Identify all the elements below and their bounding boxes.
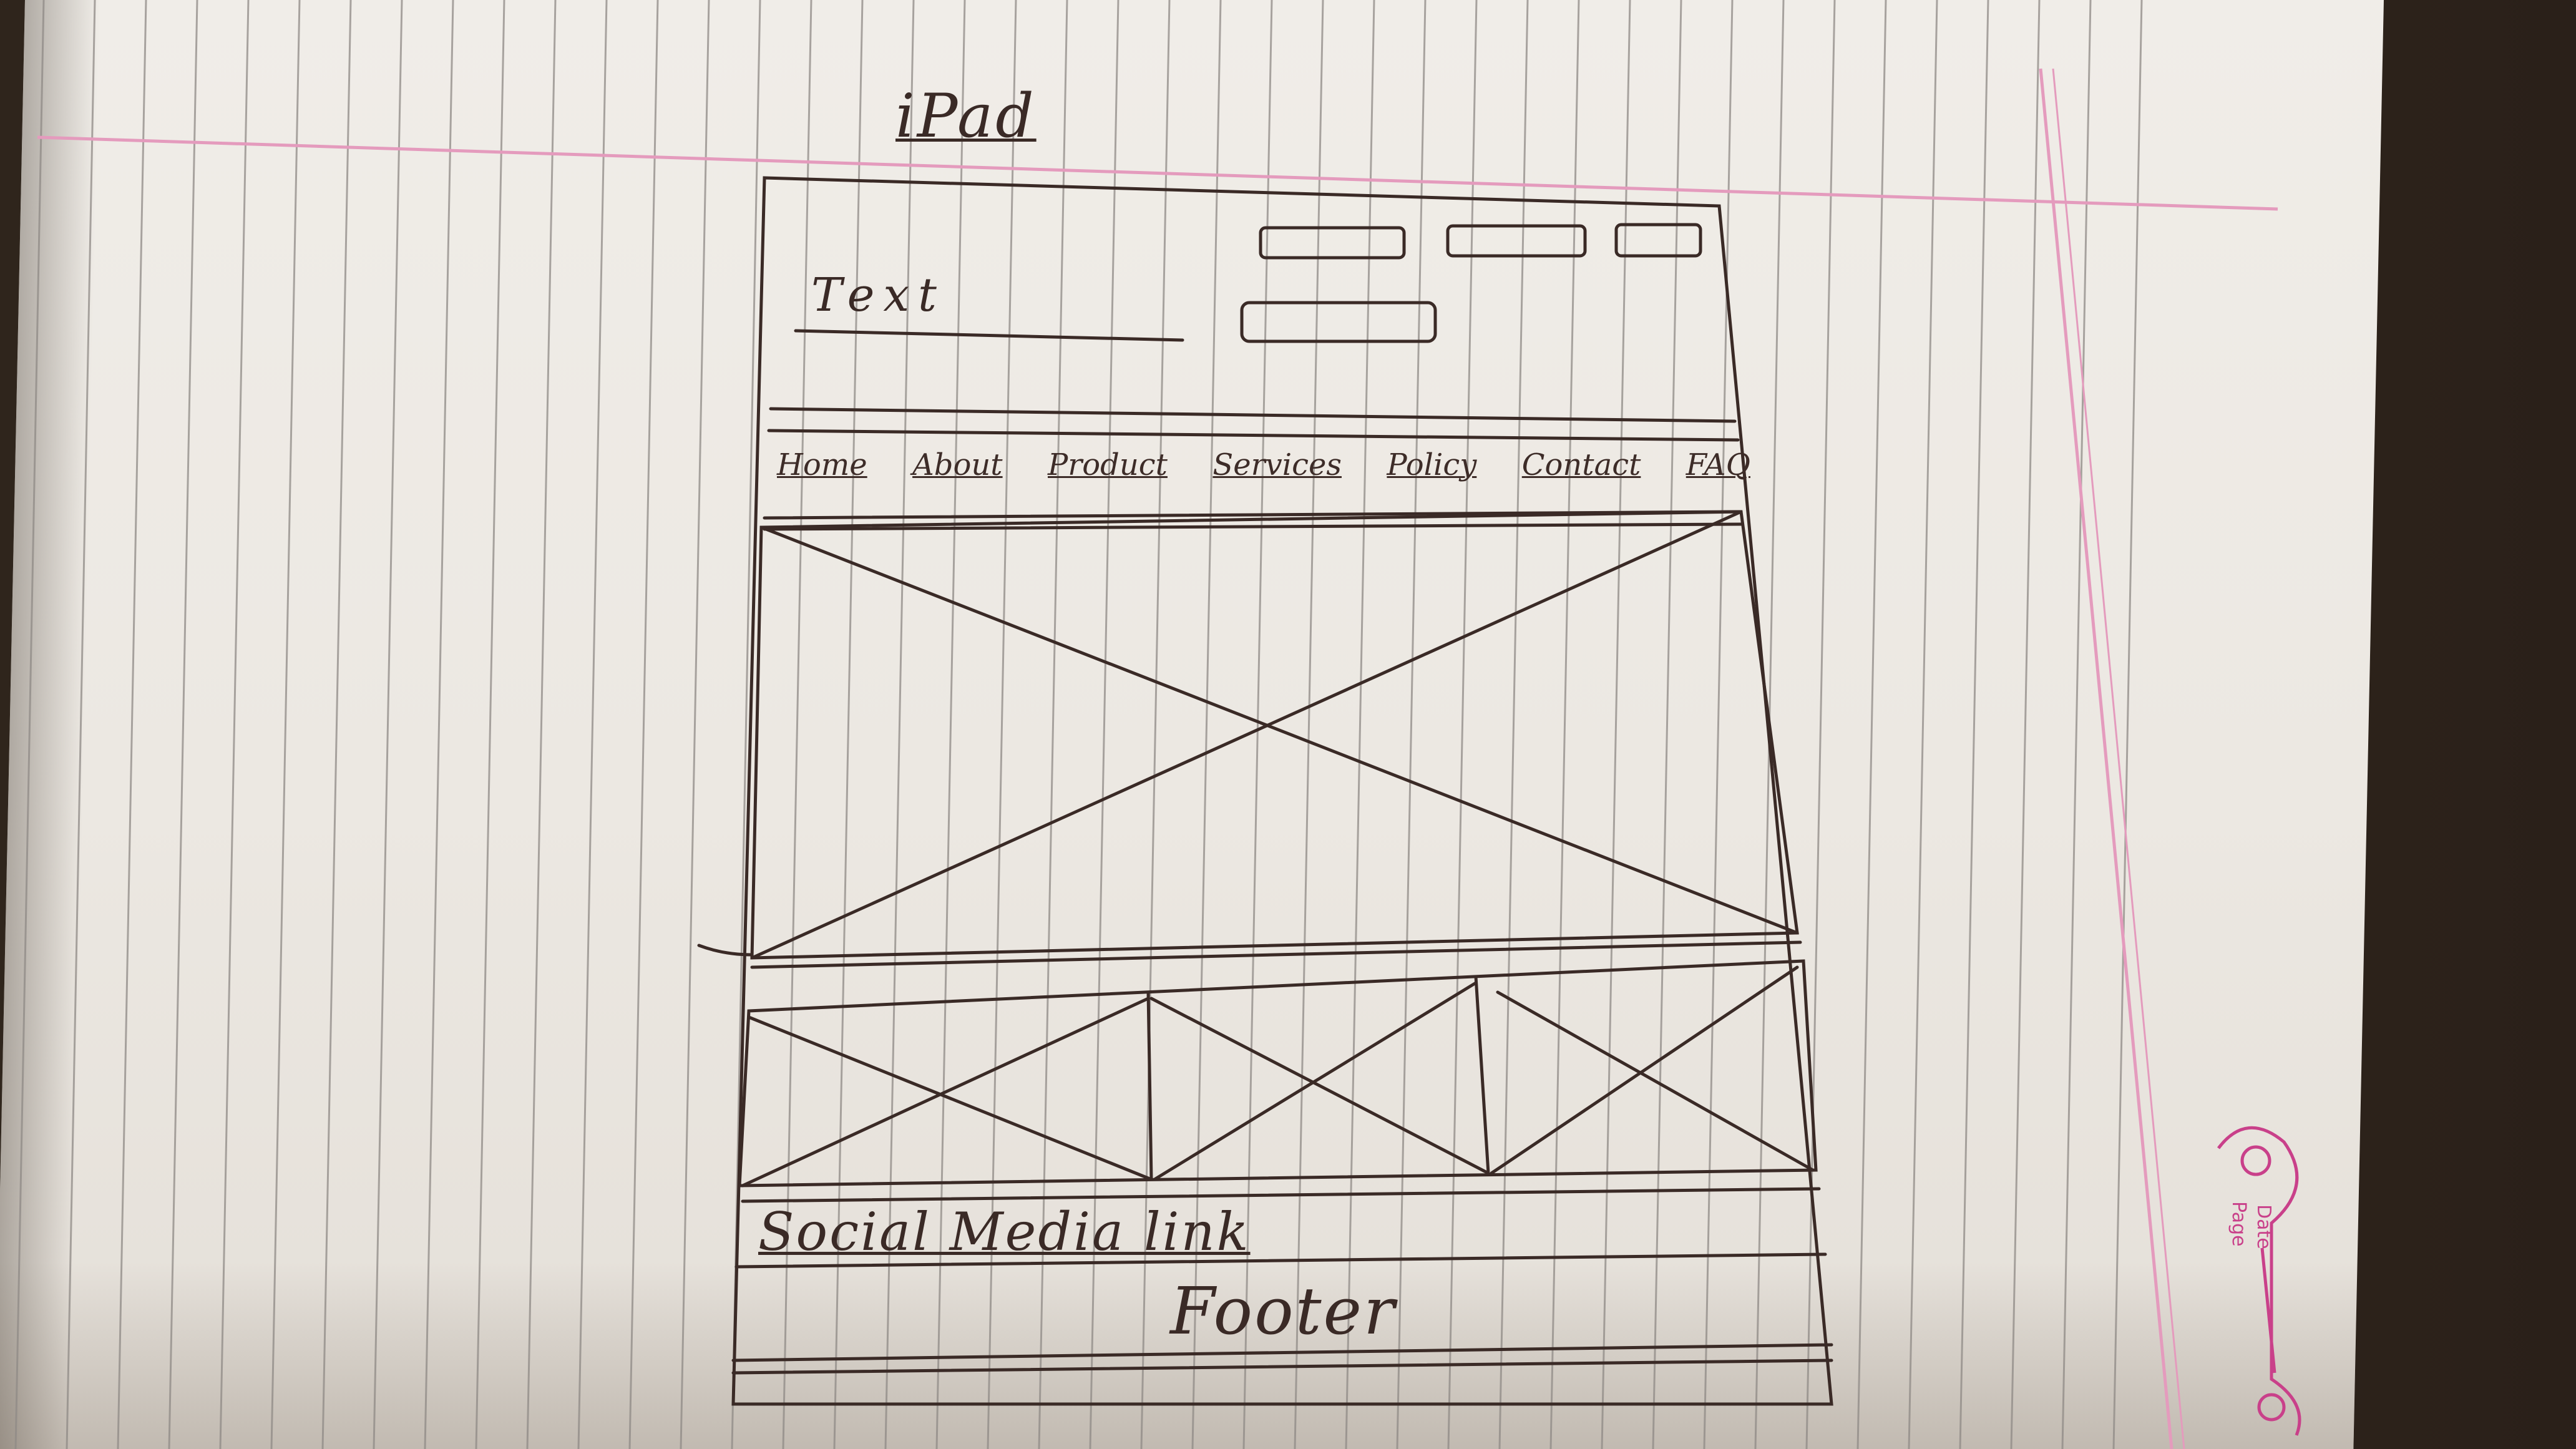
ruled-line (782, 0, 812, 1449)
ruled-line (475, 0, 505, 1449)
top-input-box-2 (1446, 224, 1587, 258)
ruled-line (987, 0, 1017, 1449)
nav-item-policy[interactable]: Policy (1387, 447, 1477, 482)
right-margin-line-2 (2052, 68, 2185, 1449)
ruled-line (66, 0, 96, 1449)
stamp-date-label: Date (2253, 1204, 2275, 1249)
date-page-stamp (2217, 1126, 2301, 1436)
ruled-line (373, 0, 403, 1449)
top-input-box-1 (1259, 226, 1406, 260)
ruled-line (117, 0, 147, 1449)
ruled-line (424, 0, 454, 1449)
ruled-line (321, 0, 352, 1449)
ruled-line (14, 0, 45, 1449)
ruled-line (2061, 0, 2092, 1449)
frame-outline (731, 176, 1833, 1406)
ruled-line (1498, 0, 1529, 1449)
nav-bar: Home About Product Services Policy Conta… (777, 437, 1750, 493)
ruled-line (1345, 0, 1375, 1449)
card-2-cross-a (1149, 997, 1490, 1175)
ruled-line (2112, 0, 2143, 1449)
card-2-cross-b (1153, 981, 1478, 1181)
ruled-line (1805, 0, 1836, 1449)
social-row-top (741, 1187, 1821, 1203)
footer-row-bottom-2 (731, 1359, 1833, 1375)
hero-bottom-border (750, 940, 1802, 969)
page-heading: iPad (895, 81, 1037, 151)
ruled-line (1038, 0, 1068, 1449)
nav-item-faq[interactable]: FAQ (1686, 447, 1750, 482)
ruled-line (884, 0, 915, 1449)
nav-item-services[interactable]: Services (1212, 447, 1342, 482)
top-margin-line (37, 135, 2278, 211)
ruled-line (526, 0, 557, 1449)
ruled-line (1601, 0, 1631, 1449)
ruled-line (1294, 0, 1324, 1449)
right-margin-line (2039, 68, 2174, 1449)
ruled-line (1549, 0, 1580, 1449)
card-divider-1 (1146, 990, 1153, 1181)
cards-row (738, 959, 1818, 1188)
card-1-cross-a (747, 1015, 1153, 1181)
nav-item-home[interactable]: Home (777, 447, 867, 482)
search-box (1240, 301, 1437, 343)
ruled-line (1959, 0, 1989, 1449)
card-3-cross-a (1496, 990, 1815, 1172)
ruled-line (628, 0, 659, 1449)
ruled-line (1396, 0, 1427, 1449)
ruled-line (219, 0, 250, 1449)
ruled-line (2010, 0, 2041, 1449)
footer-label: Footer (1170, 1273, 1397, 1349)
ruled-line (1703, 0, 1734, 1449)
ruled-line (1140, 0, 1171, 1449)
social-row-bottom (734, 1252, 1827, 1269)
ruled-line (731, 0, 761, 1449)
ruled-line (270, 0, 301, 1449)
ruled-line (1191, 0, 1222, 1449)
card-1-cross-b (741, 997, 1150, 1188)
ruled-line (680, 0, 710, 1449)
ruled-line (1242, 0, 1273, 1449)
ruled-line (1089, 0, 1120, 1449)
hero-cross-1 (759, 525, 1799, 935)
nav-item-contact[interactable]: Contact (1521, 447, 1641, 482)
ruled-line (1856, 0, 1887, 1449)
ruled-line (1908, 0, 1938, 1449)
ruled-line (168, 0, 198, 1449)
social-media-label: Social Media link (758, 1201, 1251, 1262)
logo-text: Text (811, 268, 945, 322)
ruled-line (1447, 0, 1478, 1449)
ruled-line (577, 0, 608, 1449)
hero-box (750, 510, 1799, 960)
card-divider-2 (1474, 975, 1490, 1175)
nav-item-about[interactable]: About (912, 447, 1003, 482)
ruled-line (1652, 0, 1682, 1449)
card-3-cross-b (1490, 965, 1799, 1175)
ruled-lines (14, 0, 2143, 1449)
nav-top-border (767, 429, 1740, 442)
header-separator (769, 407, 1737, 423)
stamp-page-label: Page (2228, 1201, 2250, 1247)
hero-cross-2 (750, 510, 1743, 960)
footer-row-bottom (731, 1343, 1833, 1362)
nav-item-product[interactable]: Product (1048, 447, 1168, 482)
hero-tick (697, 944, 754, 957)
ruled-line (833, 0, 864, 1449)
nav-bottom-border-2 (763, 522, 1743, 531)
logo-underline (794, 329, 1184, 342)
ruled-line (935, 0, 966, 1449)
top-button-box (1614, 223, 1702, 258)
